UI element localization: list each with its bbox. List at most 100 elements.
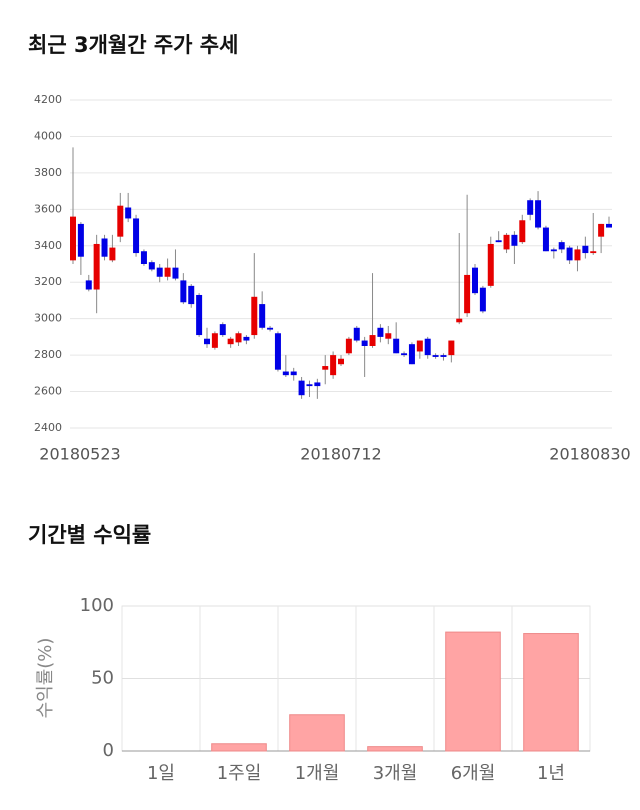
candle-body — [243, 336, 250, 341]
y-tick-label: 2600 — [34, 385, 62, 398]
candle-body — [330, 355, 337, 376]
candle-body — [133, 218, 140, 254]
bar — [367, 746, 423, 752]
candle-body — [369, 335, 376, 346]
x-tick-label: 1년 — [537, 763, 565, 784]
candle-body — [219, 324, 226, 336]
y-tick-label: 3600 — [34, 202, 62, 215]
candle-body — [574, 249, 581, 261]
candle-body — [590, 251, 597, 254]
candle-body — [598, 223, 605, 237]
candle-body — [432, 355, 439, 357]
candle-body — [172, 267, 179, 279]
bar — [211, 743, 267, 752]
candle-body — [464, 274, 471, 314]
candle-body — [93, 243, 100, 290]
candle-body — [606, 223, 612, 228]
y-tick-label: 3400 — [34, 239, 62, 252]
candle-body — [361, 340, 368, 346]
candle-body — [117, 205, 124, 237]
candle-body — [156, 267, 163, 277]
candle-body — [314, 382, 321, 387]
candle-body — [558, 242, 565, 250]
candle-body — [408, 344, 415, 365]
x-tick-label: 20180712 — [300, 445, 381, 464]
y-tick-label: 3800 — [34, 166, 62, 179]
candle-body — [566, 247, 573, 261]
bar — [523, 633, 579, 752]
x-tick-label: 6개월 — [451, 763, 496, 784]
candle-body — [503, 234, 510, 250]
candle-body — [535, 200, 542, 228]
candle-body — [235, 333, 242, 343]
candle-body — [164, 267, 171, 277]
x-tick-label: 1일 — [147, 763, 175, 784]
candle-body — [282, 371, 289, 376]
candle-body — [448, 340, 455, 356]
candle-body — [290, 371, 297, 376]
candle-body — [85, 280, 92, 290]
candle-body — [416, 340, 423, 352]
candle-body — [385, 333, 392, 339]
candle-body — [353, 327, 360, 341]
candle-body — [377, 327, 384, 337]
candle-body — [140, 251, 147, 264]
x-tick-label: 1개월 — [295, 763, 340, 784]
y-tick-label: 50 — [91, 668, 114, 689]
candle-body — [109, 247, 116, 261]
candle-body — [393, 338, 400, 354]
candle-body — [180, 280, 187, 303]
candle-body — [582, 245, 589, 254]
candle-body — [401, 353, 408, 356]
candle-body — [542, 227, 549, 252]
y-tick-label: 4200 — [34, 93, 62, 106]
candle-body — [101, 238, 108, 257]
candle-body — [211, 333, 218, 348]
candle-body — [196, 294, 203, 336]
y-tick-label: 2400 — [34, 421, 62, 434]
bar — [445, 631, 501, 752]
bar — [289, 714, 345, 752]
candle-body — [267, 327, 274, 330]
candle-body — [259, 304, 266, 328]
candle-body — [322, 366, 329, 370]
candle-body — [345, 338, 352, 354]
y-tick-label: 3200 — [34, 275, 62, 288]
candle-body — [472, 267, 478, 294]
candle-body — [440, 355, 447, 357]
x-tick-label: 20180523 — [39, 445, 120, 464]
x-tick-label: 1주일 — [217, 763, 262, 784]
chart-title: 기간별 수익률 — [28, 523, 151, 547]
candle-body — [306, 384, 313, 387]
candle-body — [274, 333, 281, 370]
candle-body — [527, 200, 534, 215]
y-tick-label: 2800 — [34, 348, 62, 361]
candle-body — [298, 380, 305, 396]
y-tick-label: 4000 — [34, 129, 62, 142]
chart-title: 최근 3개월간 주가 추세 — [28, 33, 238, 57]
candle-body — [456, 318, 463, 323]
candle-body — [511, 234, 518, 246]
candle-body — [479, 287, 486, 312]
candle-body — [188, 285, 195, 305]
candle-body — [70, 216, 76, 261]
y-tick-label: 100 — [80, 595, 114, 616]
candle-body — [338, 358, 344, 365]
candle-body — [125, 207, 132, 219]
x-tick-label: 3개월 — [373, 763, 418, 784]
candle-body — [424, 338, 431, 356]
candle-body — [148, 262, 155, 270]
candle-body — [550, 249, 557, 252]
y-axis-label: 수익률(%) — [35, 638, 56, 719]
candle-body — [251, 296, 258, 336]
candle-body — [204, 338, 210, 345]
candle-body — [227, 338, 234, 345]
candle-body — [77, 223, 84, 257]
x-tick-label: 20180830 — [549, 445, 630, 464]
y-tick-label: 3000 — [34, 312, 62, 325]
y-tick-label: 0 — [103, 740, 114, 761]
candle-body — [487, 243, 494, 286]
candle-body — [519, 220, 526, 243]
candle-body — [495, 240, 502, 243]
